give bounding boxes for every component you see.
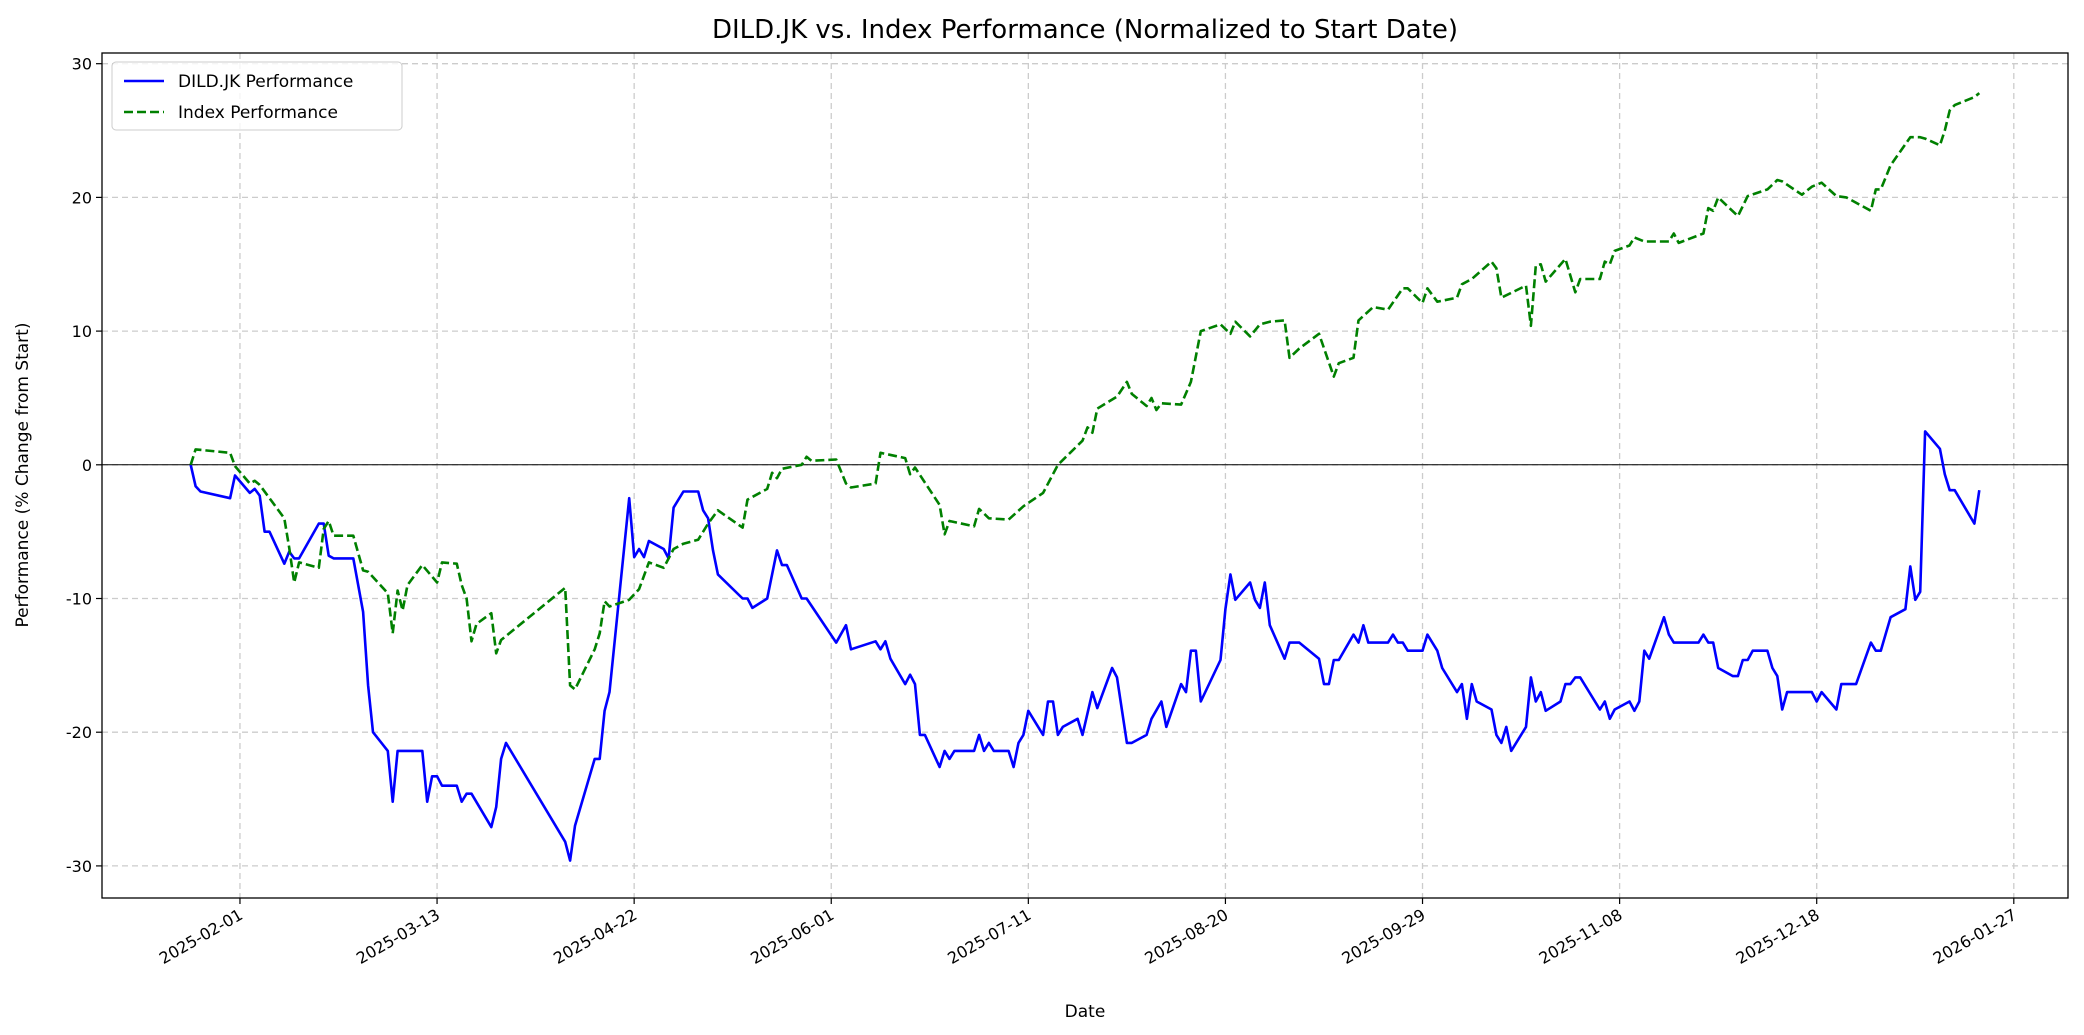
grid: [102, 53, 2068, 898]
series-layer: [189, 92, 1981, 862]
y-tick-label: 10: [72, 322, 92, 341]
x-axis-label: Date: [1065, 1002, 1106, 1022]
index-performance-line: [189, 92, 1981, 691]
y-tick-label: 30: [72, 55, 92, 74]
y-axis-label: Performance (% Change from Start): [13, 323, 33, 628]
chart-title: DILD.JK vs. Index Performance (Normalize…: [712, 15, 1458, 45]
dild-performance-line: [189, 430, 1981, 862]
legend: DILD.JK Performance Index Performance: [111, 61, 403, 131]
plot-frame: [101, 52, 2069, 899]
legend-box: [111, 61, 403, 131]
y-tick-label: -30: [66, 857, 92, 876]
legend-label-index: Index Performance: [178, 103, 338, 123]
y-tick-label: -10: [66, 590, 92, 609]
y-tick-label: -20: [66, 723, 92, 742]
y-tick-label: 0: [82, 456, 92, 475]
legend-label-dild: DILD.JK Performance: [178, 72, 353, 92]
y-tick-label: 20: [72, 188, 92, 207]
y-axis: -30 -20 -10 0 10 20 30: [66, 55, 102, 876]
